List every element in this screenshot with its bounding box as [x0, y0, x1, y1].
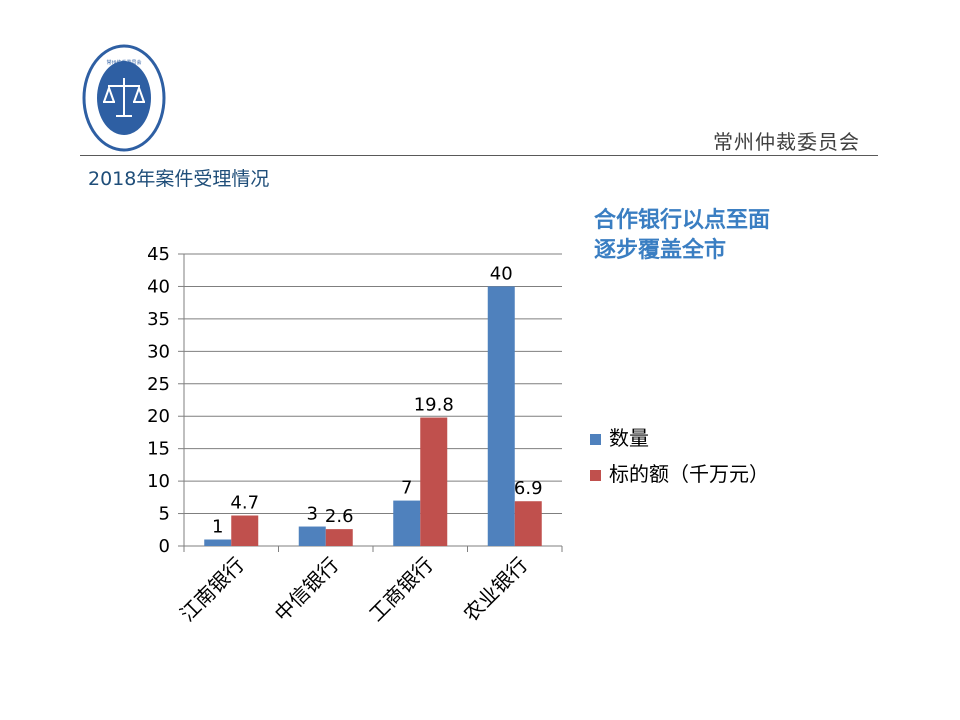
y-tick-label: 20 [147, 406, 170, 427]
bar-series-1 [204, 539, 232, 546]
legend: 数量 标的额（千万元） [590, 418, 769, 490]
logo: 常州仲裁委员会 [82, 44, 166, 152]
bar-series-2 [514, 501, 542, 546]
y-tick-label: 10 [147, 471, 170, 492]
legend-label-series-2: 标的额（千万元） [609, 461, 769, 486]
data-label: 1 [212, 517, 223, 538]
y-tick-label: 45 [147, 244, 170, 265]
y-tick-label: 0 [159, 536, 170, 557]
slogan-line-1: 合作银行以点至面 [594, 208, 771, 233]
y-tick-label: 5 [159, 504, 170, 525]
bar-series-2 [231, 515, 259, 546]
legend-swatch-series-2 [590, 469, 601, 481]
data-label: 4.7 [230, 493, 259, 514]
y-tick-label: 30 [147, 341, 170, 362]
x-category-label: 农业银行 [459, 553, 533, 627]
x-category-label: 江南银行 [175, 553, 249, 627]
data-label: 40 [490, 263, 513, 284]
legend-swatch-series-1 [590, 433, 601, 445]
legend-item-series-2: 标的额（千万元） [590, 454, 769, 490]
legend-item-series-1: 数量 [590, 418, 769, 454]
bar-series-1 [393, 500, 421, 546]
x-category-label: 工商银行 [364, 553, 438, 627]
data-label: 2.6 [325, 506, 354, 527]
bar-series-2 [325, 529, 353, 546]
bar-series-1 [487, 286, 515, 546]
scale-icon [103, 78, 145, 117]
y-tick-label: 25 [147, 374, 170, 395]
logo-text: 常州仲裁委员会 [106, 59, 141, 66]
y-tick-label: 15 [147, 439, 170, 460]
data-label: 19.8 [414, 395, 454, 416]
bar-series-1 [298, 526, 326, 546]
data-label: 6.9 [514, 478, 543, 499]
slogan: 合作银行以点至面 逐步覆盖全市 [594, 206, 770, 266]
y-tick-label: 35 [147, 309, 170, 330]
legend-label-series-1: 数量 [609, 425, 649, 450]
slogan-line-2: 逐步覆盖全市 [594, 238, 727, 263]
org-name: 常州仲裁委员会 [713, 130, 860, 154]
y-tick-label: 40 [147, 276, 170, 297]
bar-series-2 [420, 417, 448, 546]
data-label: 3 [307, 504, 318, 525]
header-divider [80, 155, 878, 156]
data-label: 7 [401, 478, 412, 499]
page-subtitle: 2018年案件受理情况 [88, 168, 270, 190]
x-category-label: 中信银行 [270, 553, 344, 627]
